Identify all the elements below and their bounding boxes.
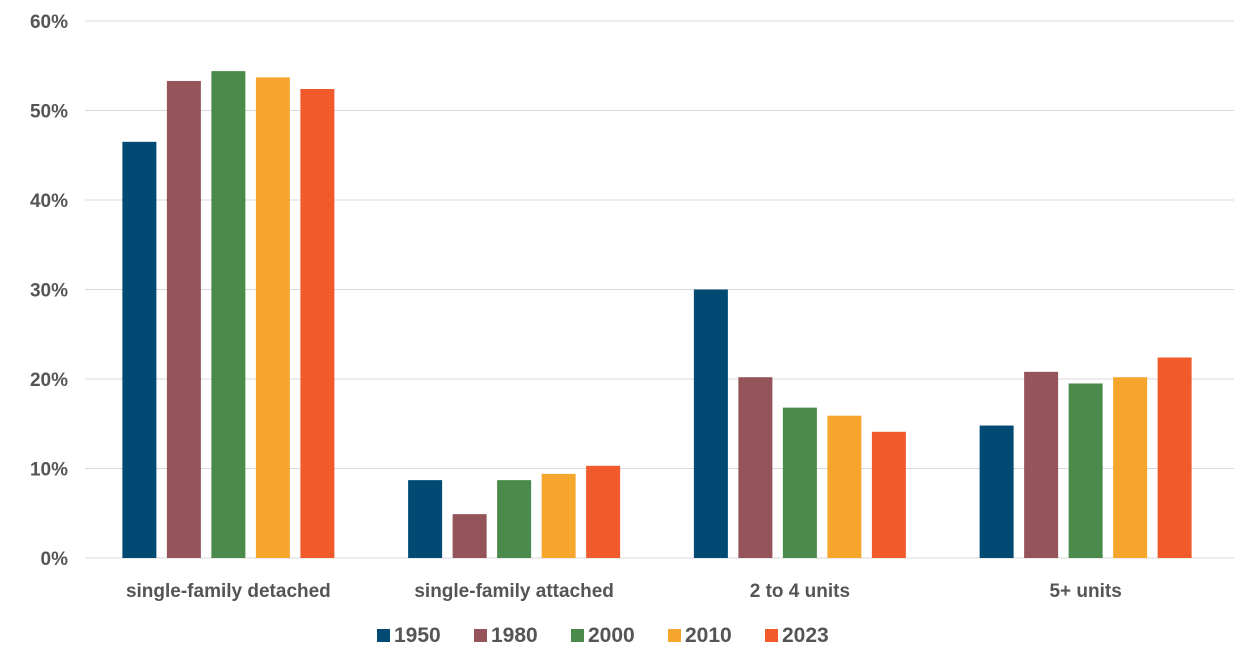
y-tick-label: 30%	[30, 281, 68, 302]
y-tick-label: 20%	[30, 370, 68, 391]
legend-label-2000: 2000	[588, 624, 635, 647]
legend-label-2010: 2010	[685, 624, 732, 647]
x-category-label: 5+ units	[1049, 581, 1121, 602]
bar-1980-2	[738, 377, 773, 558]
y-tick-label: 0%	[41, 549, 69, 570]
bar-2000-2	[782, 407, 817, 558]
x-axis-category-labels: single-family detached single-family atta…	[126, 581, 1122, 602]
y-tick-label: 50%	[30, 102, 68, 123]
bars	[122, 71, 1192, 559]
legend-label-2023: 2023	[782, 624, 829, 647]
bar-2010-0	[255, 77, 290, 558]
bar-2023-2	[871, 431, 906, 558]
bar-2000-3	[1068, 383, 1103, 558]
legend-swatch-2010	[668, 629, 681, 642]
bar-2023-1	[586, 465, 621, 558]
y-axis-tick-labels: 0% 10% 20% 30% 40% 50% 60%	[30, 12, 68, 570]
bar-2023-0	[300, 89, 335, 559]
legend-swatch-1950	[377, 629, 390, 642]
bar-2000-0	[211, 71, 246, 559]
bar-1980-1	[452, 514, 487, 558]
y-tick-label: 60%	[30, 12, 68, 33]
legend-label-1950: 1950	[394, 624, 441, 647]
y-tick-label: 40%	[30, 191, 68, 212]
x-category-label: single-family attached	[414, 581, 614, 602]
bar-1950-1	[408, 480, 443, 558]
x-category-label: 2 to 4 units	[750, 581, 850, 602]
bar-2023-3	[1157, 357, 1192, 558]
bar-1950-0	[122, 141, 157, 558]
bar-1950-2	[693, 289, 728, 558]
legend-label-1980: 1980	[491, 624, 538, 647]
legend-swatch-2000	[571, 629, 584, 642]
legend-swatch-2023	[765, 629, 778, 642]
bar-2010-1	[541, 473, 576, 558]
x-category-label: single-family detached	[126, 581, 331, 602]
bar-1980-3	[1024, 371, 1059, 558]
bar-1950-3	[979, 425, 1014, 558]
bar-1980-0	[166, 80, 201, 558]
bar-2010-3	[1113, 377, 1148, 558]
bar-2010-2	[827, 415, 862, 558]
legend: 1950 1980 2000 2010 2023	[377, 624, 829, 647]
legend-swatch-1980	[474, 629, 487, 642]
y-tick-label: 10%	[30, 460, 68, 481]
bar-2000-1	[497, 480, 532, 558]
